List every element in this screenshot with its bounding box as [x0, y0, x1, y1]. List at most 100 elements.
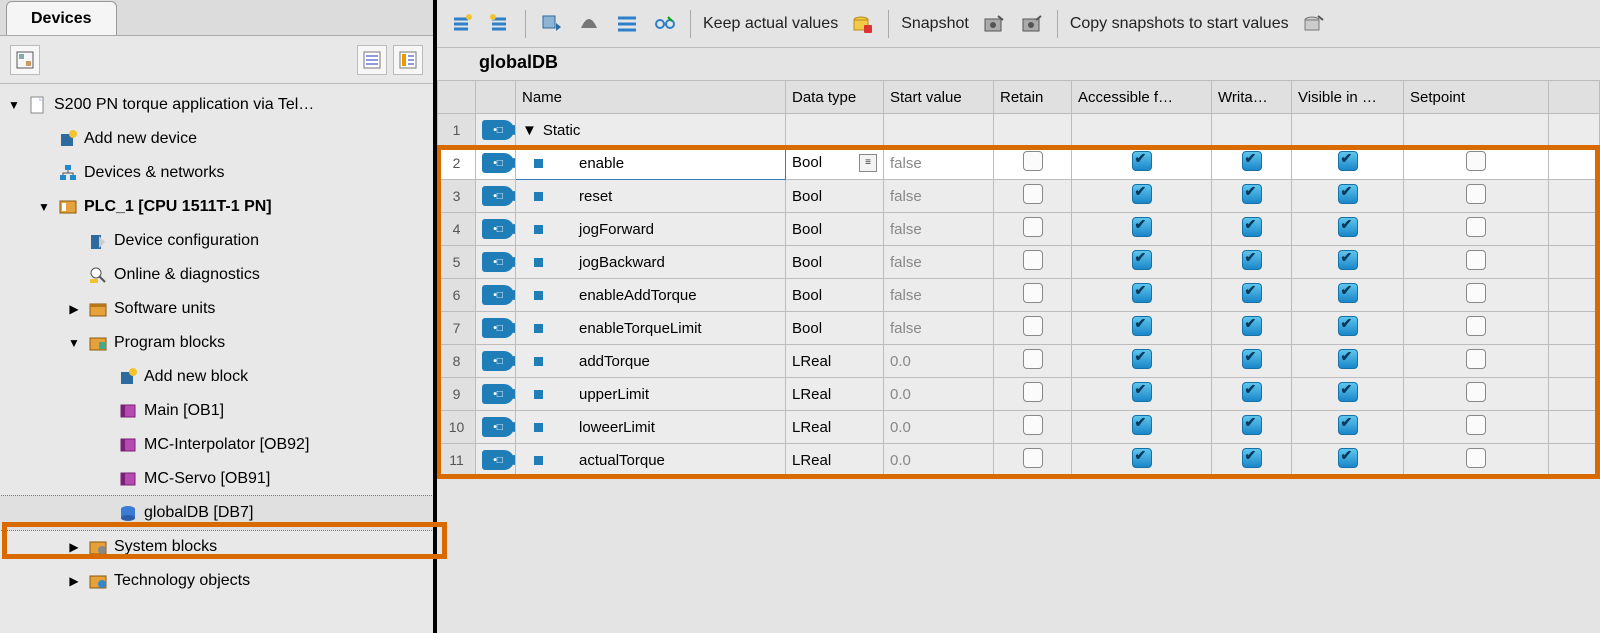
checkbox[interactable]: [1338, 151, 1358, 171]
checkbox[interactable]: [1132, 217, 1152, 237]
checkbox[interactable]: [1023, 151, 1043, 171]
datatype-value[interactable]: Bool: [792, 221, 822, 238]
tree-toggle-icon[interactable]: ▼: [6, 98, 22, 112]
column-header[interactable]: Data type: [786, 81, 884, 114]
tab-devices[interactable]: Devices: [6, 1, 117, 35]
writable-cell[interactable]: [1212, 246, 1292, 279]
checkbox[interactable]: [1338, 448, 1358, 468]
retain-cell[interactable]: [994, 246, 1072, 279]
checkbox[interactable]: [1242, 151, 1262, 171]
name-cell[interactable]: reset: [516, 180, 786, 213]
table-row[interactable]: 8•□addTorqueLReal0.0: [438, 345, 1600, 378]
setpoint-cell[interactable]: [1404, 345, 1549, 378]
retain-cell[interactable]: [994, 114, 1072, 147]
checkbox[interactable]: [1023, 382, 1043, 402]
column-header[interactable]: Start value: [884, 81, 994, 114]
tree-item[interactable]: Device configuration: [0, 224, 433, 258]
checkbox[interactable]: [1132, 250, 1152, 270]
checkbox[interactable]: [1338, 349, 1358, 369]
copy-snapshots-btn[interactable]: Copy snapshots to start values: [1070, 15, 1289, 33]
checkbox[interactable]: [1466, 217, 1486, 237]
tree-item[interactable]: globalDB [DB7]: [0, 496, 433, 530]
datatype-value[interactable]: Bool: [792, 320, 822, 337]
checkbox[interactable]: [1132, 415, 1152, 435]
checkbox[interactable]: [1023, 283, 1043, 303]
accessible-cell[interactable]: [1072, 114, 1212, 147]
tree-item[interactable]: ▶System blocks: [0, 530, 433, 564]
startvalue-cell[interactable]: false: [884, 246, 994, 279]
writable-cell[interactable]: [1212, 279, 1292, 312]
checkbox[interactable]: [1242, 382, 1262, 402]
tree-toggle-icon[interactable]: ▼: [66, 336, 82, 350]
name-cell[interactable]: addTorque: [516, 345, 786, 378]
accessible-cell[interactable]: [1072, 411, 1212, 444]
writable-cell[interactable]: [1212, 378, 1292, 411]
table-row[interactable]: 4•□jogForwardBoolfalse: [438, 213, 1600, 246]
checkbox[interactable]: [1466, 448, 1486, 468]
datatype-cell[interactable]: LReal: [786, 411, 884, 444]
checkbox[interactable]: [1338, 316, 1358, 336]
table-row[interactable]: 6•□enableAddTorqueBoolfalse: [438, 279, 1600, 312]
setpoint-cell[interactable]: [1404, 246, 1549, 279]
new-row-icon[interactable]: [449, 11, 475, 37]
tree-item[interactable]: MC-Servo [OB91]: [0, 462, 433, 496]
startvalue-cell[interactable]: false: [884, 180, 994, 213]
table-row[interactable]: 7•□enableTorqueLimitBoolfalse: [438, 312, 1600, 345]
checkbox[interactable]: [1242, 217, 1262, 237]
startvalue-cell[interactable]: 0.0: [884, 411, 994, 444]
accessible-cell[interactable]: [1072, 279, 1212, 312]
datatype-value[interactable]: Bool: [792, 287, 822, 304]
name-cell[interactable]: enable: [516, 147, 786, 180]
accessible-cell[interactable]: [1072, 246, 1212, 279]
column-header[interactable]: Name: [516, 81, 786, 114]
name-cell[interactable]: actualTorque: [516, 444, 786, 477]
datatype-dropdown-icon[interactable]: ≡: [859, 154, 877, 172]
accessible-cell[interactable]: [1072, 378, 1212, 411]
writable-cell[interactable]: [1212, 444, 1292, 477]
datatype-value[interactable]: Bool: [792, 254, 822, 271]
startvalue-cell[interactable]: false: [884, 147, 994, 180]
checkbox[interactable]: [1338, 184, 1358, 204]
table-row[interactable]: 1•□▼Static: [438, 114, 1600, 147]
setpoint-cell[interactable]: [1404, 147, 1549, 180]
checkbox[interactable]: [1338, 382, 1358, 402]
setpoint-cell[interactable]: [1404, 279, 1549, 312]
visible-cell[interactable]: [1292, 411, 1404, 444]
startvalue-cell[interactable]: 0.0: [884, 345, 994, 378]
setpoint-cell[interactable]: [1404, 180, 1549, 213]
checkbox[interactable]: [1023, 448, 1043, 468]
datatype-cell[interactable]: Bool: [786, 213, 884, 246]
tree-toggle-icon[interactable]: ▶: [66, 540, 82, 554]
checkbox[interactable]: [1242, 283, 1262, 303]
datatype-cell[interactable]: [786, 114, 884, 147]
retain-cell[interactable]: [994, 180, 1072, 213]
datatype-cell[interactable]: Bool: [786, 279, 884, 312]
tree-toggle-icon[interactable]: ▶: [66, 574, 82, 588]
project-view-icon[interactable]: [10, 45, 40, 75]
setpoint-cell[interactable]: [1404, 312, 1549, 345]
tree-item[interactable]: ▼Program blocks: [0, 326, 433, 360]
show-details-icon[interactable]: [393, 45, 423, 75]
retain-cell[interactable]: [994, 312, 1072, 345]
column-header[interactable]: Accessible f…: [1072, 81, 1212, 114]
column-header[interactable]: [476, 81, 516, 114]
startvalue-cell[interactable]: 0.0: [884, 378, 994, 411]
load-icon[interactable]: [576, 11, 602, 37]
device-tree[interactable]: ▼S200 PN torque application via Tel…Add …: [0, 84, 433, 633]
name-cell[interactable]: enableTorqueLimit: [516, 312, 786, 345]
checkbox[interactable]: [1466, 382, 1486, 402]
checkbox[interactable]: [1338, 283, 1358, 303]
snapshot-icon-1[interactable]: [981, 11, 1007, 37]
checkbox[interactable]: [1338, 217, 1358, 237]
startvalue-cell[interactable]: false: [884, 213, 994, 246]
accessible-cell[interactable]: [1072, 213, 1212, 246]
copy-snapshots-icon[interactable]: [1301, 11, 1327, 37]
visible-cell[interactable]: [1292, 345, 1404, 378]
checkbox[interactable]: [1466, 184, 1486, 204]
checkbox[interactable]: [1466, 415, 1486, 435]
checkbox[interactable]: [1023, 250, 1043, 270]
checkbox[interactable]: [1466, 316, 1486, 336]
checkbox[interactable]: [1023, 184, 1043, 204]
table-row[interactable]: 10•□loweerLimitLReal0.0: [438, 411, 1600, 444]
name-cell[interactable]: jogBackward: [516, 246, 786, 279]
